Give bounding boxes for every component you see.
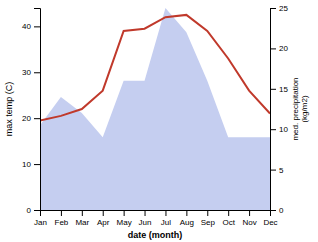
x-tick: Nov bbox=[242, 210, 256, 227]
x-tick: Feb bbox=[55, 210, 69, 227]
x-tick: Mar bbox=[75, 210, 89, 227]
x-tick-mark bbox=[186, 210, 187, 216]
y-axis-title: max temp (C) bbox=[4, 82, 14, 137]
x-tick-mark bbox=[145, 210, 146, 216]
x-tick-label: Mar bbox=[75, 218, 89, 227]
x-tick-label: Jun bbox=[139, 218, 152, 227]
chart: JanFebMarAprMayJunJulAugSepOctNovDec0102… bbox=[0, 0, 318, 242]
x-tick-label: Feb bbox=[55, 218, 69, 227]
y2-axis-title-line: (kg/m2) bbox=[300, 95, 309, 122]
y2-tick-label: 5 bbox=[279, 166, 284, 175]
y-tick-label: 0 bbox=[27, 206, 32, 215]
y2-tick: 10 bbox=[270, 125, 288, 134]
y-tick: 0 bbox=[27, 206, 40, 215]
y2-tick-mark bbox=[270, 8, 276, 9]
y-tick-mark bbox=[34, 118, 40, 119]
y-tick-mark bbox=[34, 26, 40, 27]
x-tick-mark bbox=[124, 210, 125, 216]
y-axis-line bbox=[34, 9, 41, 211]
y2-tick: 25 bbox=[270, 4, 288, 13]
y-tick-mark bbox=[34, 72, 40, 73]
marks bbox=[40, 8, 270, 210]
y-tick-label: 30 bbox=[22, 68, 31, 77]
y-tick-mark bbox=[34, 164, 40, 165]
x-tick: May bbox=[117, 210, 132, 227]
y-tick: 40 bbox=[22, 22, 40, 31]
y2-tick-mark bbox=[270, 170, 276, 171]
x-tick: Oct bbox=[222, 210, 235, 227]
x-tick-mark bbox=[82, 210, 83, 216]
y-tick: 30 bbox=[22, 68, 40, 77]
x-tick-label: Jan bbox=[34, 218, 47, 227]
y2-tick-mark bbox=[270, 89, 276, 90]
x-tick-label: May bbox=[117, 218, 132, 227]
y-tick-label: 20 bbox=[22, 114, 31, 123]
y2-tick: 20 bbox=[270, 44, 288, 53]
x-tick-label: Sep bbox=[201, 218, 216, 227]
x-tick-label: Dec bbox=[263, 218, 277, 227]
y2-tick-label: 25 bbox=[279, 4, 288, 13]
x-axis-title: date (month) bbox=[128, 230, 183, 240]
y2-tick: 0 bbox=[270, 206, 284, 215]
y2-axis-title: med. precipitation(kg/m2) bbox=[291, 77, 309, 140]
x-tick: Jan bbox=[34, 210, 47, 227]
y2-tick-label: 15 bbox=[279, 85, 288, 94]
x-tick-label: Apr bbox=[97, 218, 110, 227]
y2-axis: 0 5 10 15 20 25 bbox=[270, 4, 288, 215]
x-tick-mark bbox=[103, 210, 104, 216]
x-tick: Aug bbox=[180, 210, 194, 227]
area bbox=[40, 8, 270, 210]
y-tick: 20 bbox=[22, 114, 40, 123]
y2-tick-mark bbox=[270, 48, 276, 49]
y2-tick-mark bbox=[270, 129, 276, 130]
y2-tick: 5 bbox=[270, 166, 284, 175]
x-tick-label: Jul bbox=[161, 218, 171, 227]
x-tick: Sep bbox=[201, 210, 216, 227]
x-tick: Apr bbox=[97, 210, 110, 227]
x-tick: Jul bbox=[161, 210, 171, 227]
y2-tick: 15 bbox=[270, 85, 288, 94]
x-tick: Jun bbox=[139, 210, 152, 227]
x-tick: Dec bbox=[263, 210, 277, 227]
y2-tick-label: 10 bbox=[279, 125, 288, 134]
x-tick-label: Nov bbox=[242, 218, 256, 227]
line bbox=[40, 15, 270, 121]
x-tick-mark bbox=[228, 210, 229, 216]
x-tick-label: Aug bbox=[180, 218, 194, 227]
y-tick: 10 bbox=[22, 160, 40, 169]
x-tick-mark bbox=[249, 210, 250, 216]
x-axis-line bbox=[41, 211, 271, 217]
y2-tick-mark bbox=[270, 210, 276, 211]
chart-container: JanFebMarAprMayJunJulAugSepOctNovDec0102… bbox=[0, 0, 318, 242]
x-tick-mark bbox=[165, 210, 166, 216]
y-tick-label: 10 bbox=[22, 160, 31, 169]
plot: JanFebMarAprMayJunJulAugSepOctNovDec0102… bbox=[4, 4, 309, 240]
x-tick-mark bbox=[207, 210, 208, 216]
x-tick-mark bbox=[61, 210, 62, 216]
x-axis: Jan Feb Mar Apr May Jun Jul Aug Sep Oct Nov Dec bbox=[34, 210, 278, 227]
y2-axis-line bbox=[271, 9, 277, 211]
y2-axis-title-line: med. precipitation bbox=[291, 77, 300, 140]
x-tick-label: Oct bbox=[222, 218, 235, 227]
y-tick-mark bbox=[34, 210, 40, 211]
y-axis: 0 10 20 30 40 bbox=[22, 9, 40, 216]
y2-tick-label: 20 bbox=[279, 44, 288, 53]
y2-tick-label: 0 bbox=[279, 206, 284, 215]
y-tick-label: 40 bbox=[22, 22, 31, 31]
